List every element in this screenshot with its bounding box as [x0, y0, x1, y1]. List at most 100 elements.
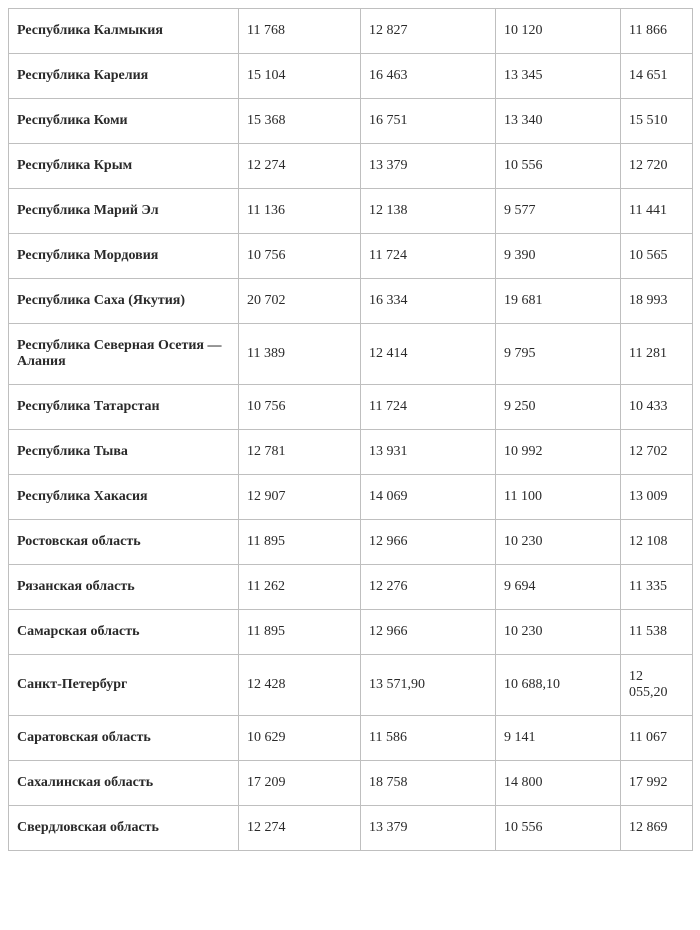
- value-cell: 11 895: [239, 610, 361, 655]
- value-cell: 10 629: [239, 716, 361, 761]
- value-cell: 11 895: [239, 520, 361, 565]
- value-cell: 11 724: [361, 234, 496, 279]
- value-cell: 10 120: [496, 9, 621, 54]
- value-cell: 12 720: [621, 144, 693, 189]
- value-cell: 11 586: [361, 716, 496, 761]
- region-cell: Саратовская область: [9, 716, 239, 761]
- value-cell: 12 781: [239, 430, 361, 475]
- value-cell: 14 800: [496, 761, 621, 806]
- value-cell: 9 141: [496, 716, 621, 761]
- value-cell: 16 463: [361, 54, 496, 99]
- table-row: Ростовская область11 89512 96610 23012 1…: [9, 520, 693, 565]
- table-row: Республика Северная Осетия — Алания11 38…: [9, 324, 693, 385]
- region-cell: Республика Карелия: [9, 54, 239, 99]
- value-cell: 9 390: [496, 234, 621, 279]
- value-cell: 15 104: [239, 54, 361, 99]
- region-cell: Республика Саха (Якутия): [9, 279, 239, 324]
- value-cell: 12 274: [239, 144, 361, 189]
- value-cell: 13 345: [496, 54, 621, 99]
- value-cell: 9 795: [496, 324, 621, 385]
- value-cell: 15 368: [239, 99, 361, 144]
- value-cell: 10 433: [621, 385, 693, 430]
- value-cell: 12 907: [239, 475, 361, 520]
- value-cell: 12 869: [621, 806, 693, 851]
- value-cell: 12 428: [239, 655, 361, 716]
- value-cell: 13 379: [361, 806, 496, 851]
- table-row: Сахалинская область17 20918 75814 80017 …: [9, 761, 693, 806]
- value-cell: 13 571,90: [361, 655, 496, 716]
- value-cell: 9 577: [496, 189, 621, 234]
- value-cell: 11 389: [239, 324, 361, 385]
- value-cell: 12 414: [361, 324, 496, 385]
- value-cell: 12 055,20: [621, 655, 693, 716]
- value-cell: 10 230: [496, 610, 621, 655]
- value-cell: 11 441: [621, 189, 693, 234]
- value-cell: 11 281: [621, 324, 693, 385]
- table-row: Республика Коми15 36816 75113 34015 510: [9, 99, 693, 144]
- value-cell: 12 108: [621, 520, 693, 565]
- region-cell: Рязанская область: [9, 565, 239, 610]
- region-cell: Республика Коми: [9, 99, 239, 144]
- value-cell: 10 688,10: [496, 655, 621, 716]
- value-cell: 10 556: [496, 806, 621, 851]
- value-cell: 20 702: [239, 279, 361, 324]
- table-row: Свердловская область12 27413 37910 55612…: [9, 806, 693, 851]
- region-cell: Республика Северная Осетия — Алания: [9, 324, 239, 385]
- value-cell: 12 966: [361, 610, 496, 655]
- value-cell: 16 751: [361, 99, 496, 144]
- table-row: Республика Хакасия12 90714 06911 10013 0…: [9, 475, 693, 520]
- region-cell: Самарская область: [9, 610, 239, 655]
- region-cell: Ростовская область: [9, 520, 239, 565]
- value-cell: 10 556: [496, 144, 621, 189]
- value-cell: 13 379: [361, 144, 496, 189]
- region-cell: Республика Мордовия: [9, 234, 239, 279]
- value-cell: 11 768: [239, 9, 361, 54]
- value-cell: 18 758: [361, 761, 496, 806]
- region-cell: Санкт-Петербург: [9, 655, 239, 716]
- value-cell: 17 992: [621, 761, 693, 806]
- region-cell: Свердловская область: [9, 806, 239, 851]
- value-cell: 11 100: [496, 475, 621, 520]
- region-cell: Республика Хакасия: [9, 475, 239, 520]
- value-cell: 17 209: [239, 761, 361, 806]
- region-cell: Республика Крым: [9, 144, 239, 189]
- value-cell: 12 274: [239, 806, 361, 851]
- table-row: Республика Мордовия10 75611 7249 39010 5…: [9, 234, 693, 279]
- value-cell: 10 230: [496, 520, 621, 565]
- value-cell: 18 993: [621, 279, 693, 324]
- value-cell: 10 565: [621, 234, 693, 279]
- value-cell: 11 136: [239, 189, 361, 234]
- value-cell: 14 069: [361, 475, 496, 520]
- region-cell: Сахалинская область: [9, 761, 239, 806]
- value-cell: 19 681: [496, 279, 621, 324]
- value-cell: 11 538: [621, 610, 693, 655]
- table-row: Республика Крым12 27413 37910 55612 720: [9, 144, 693, 189]
- value-cell: 13 009: [621, 475, 693, 520]
- value-cell: 9 694: [496, 565, 621, 610]
- table-body: Республика Калмыкия11 76812 82710 12011 …: [9, 9, 693, 851]
- value-cell: 15 510: [621, 99, 693, 144]
- value-cell: 10 756: [239, 234, 361, 279]
- value-cell: 12 276: [361, 565, 496, 610]
- value-cell: 16 334: [361, 279, 496, 324]
- region-cell: Республика Татарстан: [9, 385, 239, 430]
- table-row: Рязанская область11 26212 2769 69411 335: [9, 565, 693, 610]
- value-cell: 11 067: [621, 716, 693, 761]
- table-row: Республика Тыва12 78113 93110 99212 702: [9, 430, 693, 475]
- region-cell: Республика Тыва: [9, 430, 239, 475]
- value-cell: 12 827: [361, 9, 496, 54]
- table-row: Санкт-Петербург12 42813 571,9010 688,101…: [9, 655, 693, 716]
- value-cell: 12 702: [621, 430, 693, 475]
- table-row: Саратовская область10 62911 5869 14111 0…: [9, 716, 693, 761]
- value-cell: 12 138: [361, 189, 496, 234]
- value-cell: 11 335: [621, 565, 693, 610]
- table-row: Республика Саха (Якутия)20 70216 33419 6…: [9, 279, 693, 324]
- value-cell: 14 651: [621, 54, 693, 99]
- value-cell: 12 966: [361, 520, 496, 565]
- value-cell: 13 340: [496, 99, 621, 144]
- table-row: Республика Марий Эл11 13612 1389 57711 4…: [9, 189, 693, 234]
- table-row: Республика Татарстан10 75611 7249 25010 …: [9, 385, 693, 430]
- region-cell: Республика Марий Эл: [9, 189, 239, 234]
- value-cell: 11 866: [621, 9, 693, 54]
- data-table: Республика Калмыкия11 76812 82710 12011 …: [8, 8, 693, 851]
